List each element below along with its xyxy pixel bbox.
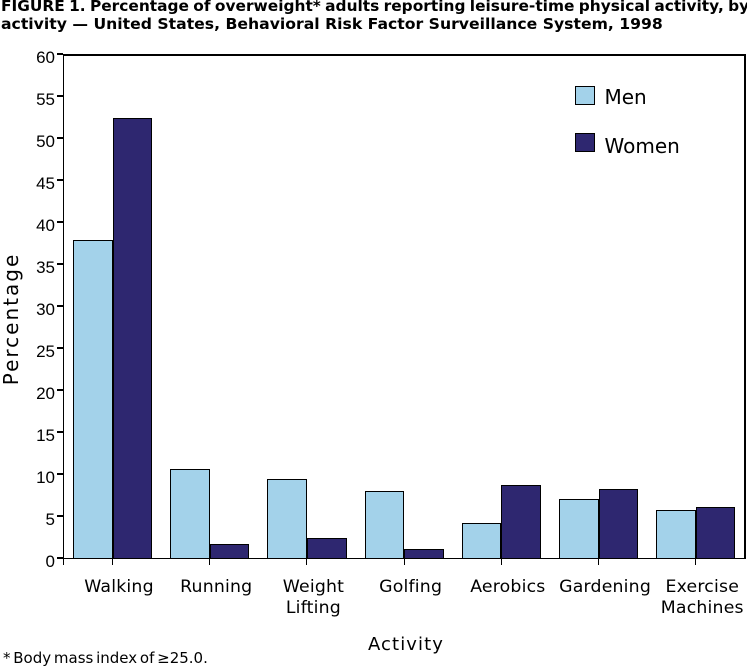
y-tick-30	[57, 305, 63, 307]
y-tick-label-30: 30	[36, 300, 55, 320]
y-tick-label-10: 10	[36, 468, 55, 488]
y-tick-label-60: 60	[36, 48, 55, 68]
legend-label-men: Men	[604, 85, 647, 109]
bar-women-exercise-machines	[695, 506, 736, 559]
y-tick-label-0: 0	[45, 552, 55, 572]
y-tick-label-40: 40	[36, 216, 55, 236]
bar-women-aerobics	[501, 484, 541, 559]
x-tick-walking	[111, 559, 114, 565]
y-tick-20	[57, 389, 63, 391]
y-tick-0	[57, 557, 63, 559]
figure-title: FIGURE 1. Percentage of overweight* adul…	[1, 0, 747, 34]
bar-men-walking	[72, 240, 113, 559]
x-tick-label-walking: Walking	[84, 576, 154, 597]
y-tick-label-55: 55	[36, 90, 55, 110]
x-tick-golfing	[403, 559, 405, 565]
plot-right-border	[744, 53, 747, 560]
y-tick-label-15: 15	[36, 426, 55, 446]
y-axis-line	[62, 53, 64, 565]
y-tick-label-25: 25	[36, 342, 55, 362]
y-tick-50	[57, 137, 63, 139]
x-axis-line	[62, 557, 747, 560]
bar-women-weight-lifting	[306, 537, 347, 559]
x-tick-label-gardening: Gardening	[559, 576, 652, 597]
y-tick-15	[57, 431, 63, 433]
bar-men-running	[170, 468, 210, 559]
legend-label-women: Women	[604, 134, 680, 158]
legend-swatch-women	[574, 133, 595, 152]
x-tick-aerobics	[500, 559, 502, 565]
y-tick-40	[57, 221, 63, 223]
bar-men-aerobics	[461, 522, 502, 559]
x-axis-title: Activity	[367, 634, 445, 655]
bar-men-exercise-machines	[656, 510, 696, 559]
plot-top-border	[62, 53, 747, 56]
x-tick-exercise-machines	[695, 559, 697, 565]
y-tick-label-5: 5	[45, 510, 55, 530]
y-axis-title: Percentage	[0, 252, 23, 386]
y-tick-35	[57, 263, 63, 265]
y-tick-label-20: 20	[36, 384, 55, 404]
bar-men-golfing	[364, 490, 405, 559]
y-tick-10	[57, 473, 63, 475]
x-tick-label-running: Running	[180, 576, 253, 597]
x-tick-running	[209, 559, 211, 565]
bar-men-weight-lifting	[267, 479, 307, 559]
legend-swatch-men	[574, 86, 595, 105]
y-tick-60	[57, 53, 63, 55]
bar-women-walking	[112, 117, 153, 559]
y-tick-label-50: 50	[36, 132, 55, 152]
y-tick-label-45: 45	[36, 174, 55, 194]
bar-women-gardening	[598, 489, 639, 559]
x-tick-label-golfing: Golfing	[379, 576, 443, 597]
x-tick-label-aerobics: Aerobics	[470, 576, 546, 597]
bar-women-running	[209, 543, 250, 559]
x-tick-label-exercise-machines: Exercise Machines	[660, 576, 744, 618]
y-tick-55	[57, 95, 63, 97]
x-tick-weight-lifting	[306, 559, 308, 565]
y-tick-45	[57, 179, 63, 181]
figure-title-line2: activity — United States, Behavioral Ris…	[1, 15, 663, 34]
y-tick-label-35: 35	[36, 258, 55, 278]
y-tick-5	[57, 515, 63, 517]
footnote: * Body mass index of ≥25.0.	[3, 648, 208, 667]
figure-title-line1: FIGURE 1. Percentage of overweight* adul…	[1, 0, 747, 15]
x-tick-label-weight-lifting: Weight Lifting	[282, 576, 345, 618]
bar-men-gardening	[558, 499, 599, 559]
y-tick-25	[57, 347, 63, 349]
x-tick-gardening	[598, 559, 600, 565]
